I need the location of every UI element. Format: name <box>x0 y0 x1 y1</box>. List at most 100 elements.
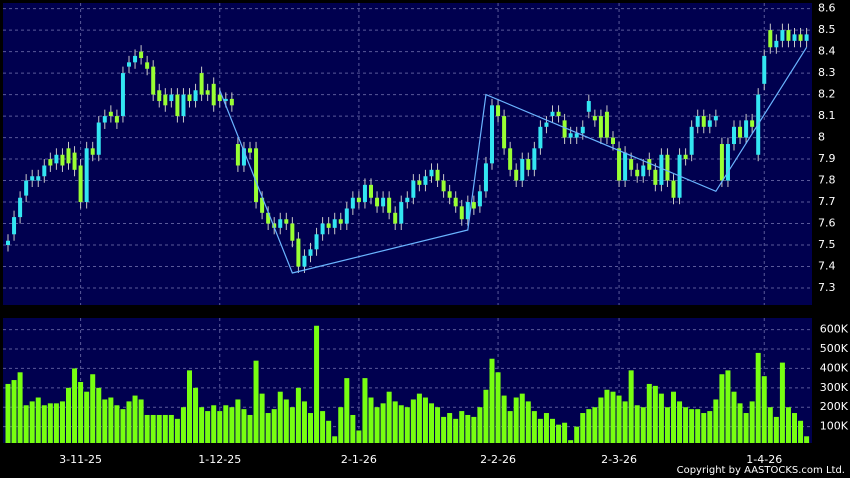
candle-body <box>483 163 488 192</box>
volume-bar <box>72 368 78 443</box>
volume-bar <box>519 393 525 443</box>
volume-bar <box>737 403 743 443</box>
y-tick-label: 8.2 <box>818 88 836 101</box>
candle-body <box>72 152 77 170</box>
volume-bar <box>501 395 507 443</box>
volume-bar <box>483 389 489 443</box>
volume-bar <box>556 424 562 443</box>
volume-bar <box>301 401 307 443</box>
y-tick-label: 7.3 <box>818 281 836 294</box>
candle-body <box>641 165 646 177</box>
volume-bar <box>289 407 295 443</box>
candle-body <box>447 191 452 198</box>
volume-bar <box>180 407 186 443</box>
volume-bar <box>580 413 586 443</box>
candle-body <box>133 55 138 63</box>
volume-bar <box>695 409 701 443</box>
candle-body <box>520 159 525 181</box>
candle-body <box>780 30 785 41</box>
volume-bar <box>235 399 241 443</box>
candle-body <box>544 122 549 127</box>
volume-bar <box>320 411 326 443</box>
candle-body <box>665 154 670 181</box>
y-tick-label: 8 <box>818 131 825 144</box>
candle-body <box>78 165 83 203</box>
candle-body <box>804 34 809 41</box>
volume-bar <box>640 407 646 443</box>
candle-body <box>526 159 531 170</box>
candle-body <box>175 94 180 117</box>
candle-body <box>66 148 71 164</box>
volume-bar <box>410 399 416 443</box>
volume-bar <box>174 418 180 443</box>
volume-bar <box>574 426 580 443</box>
candle-body <box>30 176 35 181</box>
volume-bar <box>53 403 59 443</box>
y-tick-label: 7.5 <box>818 238 836 251</box>
candle-body <box>562 120 567 138</box>
x-tick-label: 2-1-26 <box>341 453 377 466</box>
candle-body <box>580 126 585 134</box>
candle-body <box>508 148 513 170</box>
candle-body <box>453 197 458 207</box>
volume-bar <box>114 405 120 443</box>
volume-bar <box>471 416 477 443</box>
volume-bar <box>150 414 156 443</box>
x-tick-label: 3-11-25 <box>59 453 102 466</box>
volume-bar <box>187 370 192 443</box>
candle-body <box>725 144 730 181</box>
volume-bar <box>78 382 84 443</box>
volume-bar <box>743 413 749 443</box>
volume-bar <box>422 397 428 443</box>
candle-body <box>707 120 712 127</box>
volume-bar <box>205 411 211 443</box>
volume-bar <box>404 407 410 443</box>
volume-bar <box>211 405 217 443</box>
volume-bar <box>465 414 471 443</box>
volume-bar <box>689 409 695 443</box>
candle-body <box>647 159 652 170</box>
volume-bar <box>132 395 138 443</box>
volume-tick-label: 600K <box>820 323 849 336</box>
volume-bar <box>308 413 313 443</box>
volume-bar <box>592 407 598 443</box>
volume-bar <box>356 430 362 443</box>
candle-body <box>719 144 724 181</box>
volume-tick-label: 200K <box>820 400 849 413</box>
volume-bar <box>59 401 65 443</box>
volume-bar <box>265 413 271 443</box>
candle-body <box>604 111 609 138</box>
candle-body <box>163 94 168 106</box>
candle-body <box>611 137 615 145</box>
y-tick-label: 8.6 <box>818 2 836 15</box>
volume-bar <box>477 407 483 443</box>
candle-body <box>181 94 186 117</box>
volume-bar <box>531 411 537 443</box>
volume-bar <box>277 391 283 443</box>
candle-body <box>393 212 398 224</box>
candle-body <box>199 73 204 95</box>
candle-body <box>617 148 622 181</box>
y-tick-label: 7.6 <box>818 217 836 230</box>
volume-bar <box>350 414 356 443</box>
volume-bar <box>144 414 150 443</box>
candle-body <box>768 30 773 48</box>
candle-body <box>314 234 319 250</box>
volume-bar <box>507 411 513 443</box>
volume-bar <box>429 403 434 443</box>
volume-bar <box>707 411 713 443</box>
volume-bar <box>247 414 253 443</box>
candle-body <box>12 217 17 235</box>
volume-bar <box>773 416 779 443</box>
volume-bar <box>701 413 707 443</box>
volume-bar <box>416 393 422 443</box>
x-tick-label: 1-4-26 <box>746 453 782 466</box>
volume-bar <box>17 372 23 443</box>
candle-body <box>369 184 373 198</box>
volume-bar <box>217 411 223 443</box>
volume-bar <box>102 399 108 443</box>
candle-body <box>441 180 446 192</box>
volume-bar <box>108 397 114 443</box>
volume-bar <box>616 395 622 443</box>
